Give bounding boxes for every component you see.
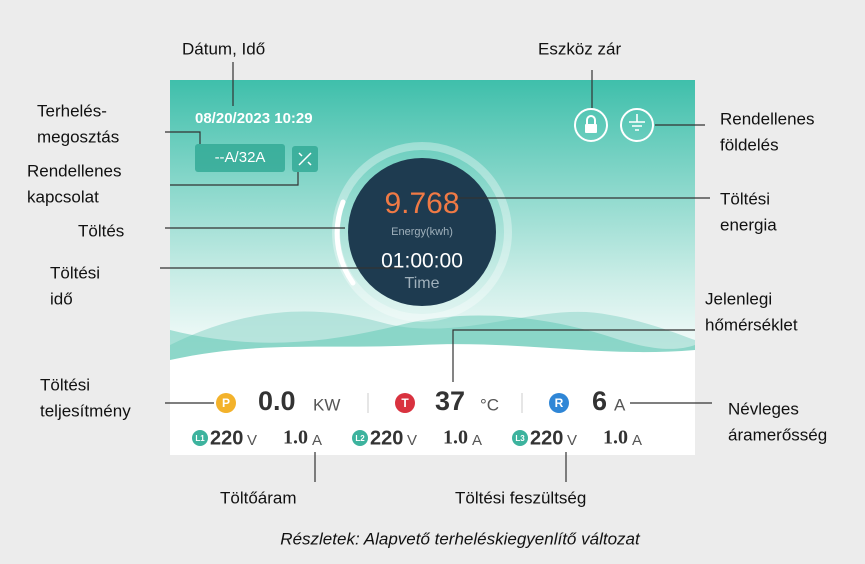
- callout-label: Töltési: [50, 263, 100, 282]
- phase-badge-label: L1: [195, 434, 205, 443]
- callout-label: idő: [50, 289, 73, 308]
- page: 08/20/2023 10:29 --A/32A 9.768 Energy(kw…: [0, 0, 865, 564]
- callout-label: Töltési feszültség: [455, 488, 586, 507]
- phase-voltage-unit: V: [247, 432, 257, 449]
- rated-unit: A: [614, 395, 626, 414]
- phase-voltage: 220: [210, 427, 243, 449]
- callout-label: Töltés: [78, 221, 124, 240]
- energy-value: 9.768: [384, 187, 459, 220]
- time-value: 01:00:00: [381, 250, 463, 273]
- callout-label: Eszköz zár: [538, 39, 621, 58]
- time-label: Time: [405, 275, 440, 292]
- callout-label: Rendellenes: [27, 161, 122, 180]
- phase-current-unit: A: [312, 432, 322, 449]
- date-time: 08/20/2023 10:29: [195, 110, 313, 127]
- callout-label: Névleges: [728, 399, 799, 418]
- callout-label: Töltési: [40, 375, 90, 394]
- energy-label: Energy(kwh): [391, 226, 453, 238]
- phase-voltage-unit: V: [567, 432, 577, 449]
- phase-badge-label: L2: [355, 434, 365, 443]
- phase-current-unit: A: [472, 432, 482, 449]
- phase-current-unit: A: [632, 432, 642, 449]
- power-value: 0.0: [258, 386, 296, 416]
- current-limit: --A/32A: [215, 149, 266, 166]
- rated-value: 6: [592, 386, 607, 416]
- phase-current: 1.0: [443, 427, 468, 449]
- callout-label: energia: [720, 215, 777, 234]
- callout-label: Jelenlegi: [705, 289, 772, 308]
- power-badge-label: P: [222, 396, 230, 410]
- callout-label: földelés: [720, 135, 779, 154]
- phase-current: 1.0: [283, 427, 308, 449]
- phase-voltage-unit: V: [407, 432, 417, 449]
- callout-label: Rendellenes: [720, 109, 815, 128]
- phase-voltage: 220: [530, 427, 563, 449]
- temperature-unit: °C: [480, 395, 499, 414]
- callout-label: Töltési: [720, 189, 770, 208]
- callout-label: megosztás: [37, 127, 119, 146]
- phase-badge-label: L3: [515, 434, 525, 443]
- temperature-badge-label: T: [401, 396, 409, 410]
- temperature-value: 37: [435, 386, 465, 416]
- lock-body: [585, 124, 597, 133]
- callout-label: Dátum, Idő: [182, 39, 265, 58]
- phase-current: 1.0: [603, 427, 628, 449]
- caption: Részletek: Alapvető terheléskiegyenlítő …: [280, 529, 641, 548]
- callout-label: teljesítmény: [40, 401, 131, 420]
- phase-voltage: 220: [370, 427, 403, 449]
- rated-badge-label: R: [555, 396, 564, 410]
- annotated-screen: 08/20/2023 10:29 --A/32A 9.768 Energy(kw…: [0, 0, 865, 564]
- callout-label: áramerősség: [728, 425, 827, 444]
- power-unit: KW: [313, 395, 340, 414]
- callout-label: Terhelés-: [37, 101, 107, 120]
- callout-label: Töltőáram: [220, 488, 297, 507]
- callout-label: hőmérséklet: [705, 315, 798, 334]
- callout-label: kapcsolat: [27, 187, 99, 206]
